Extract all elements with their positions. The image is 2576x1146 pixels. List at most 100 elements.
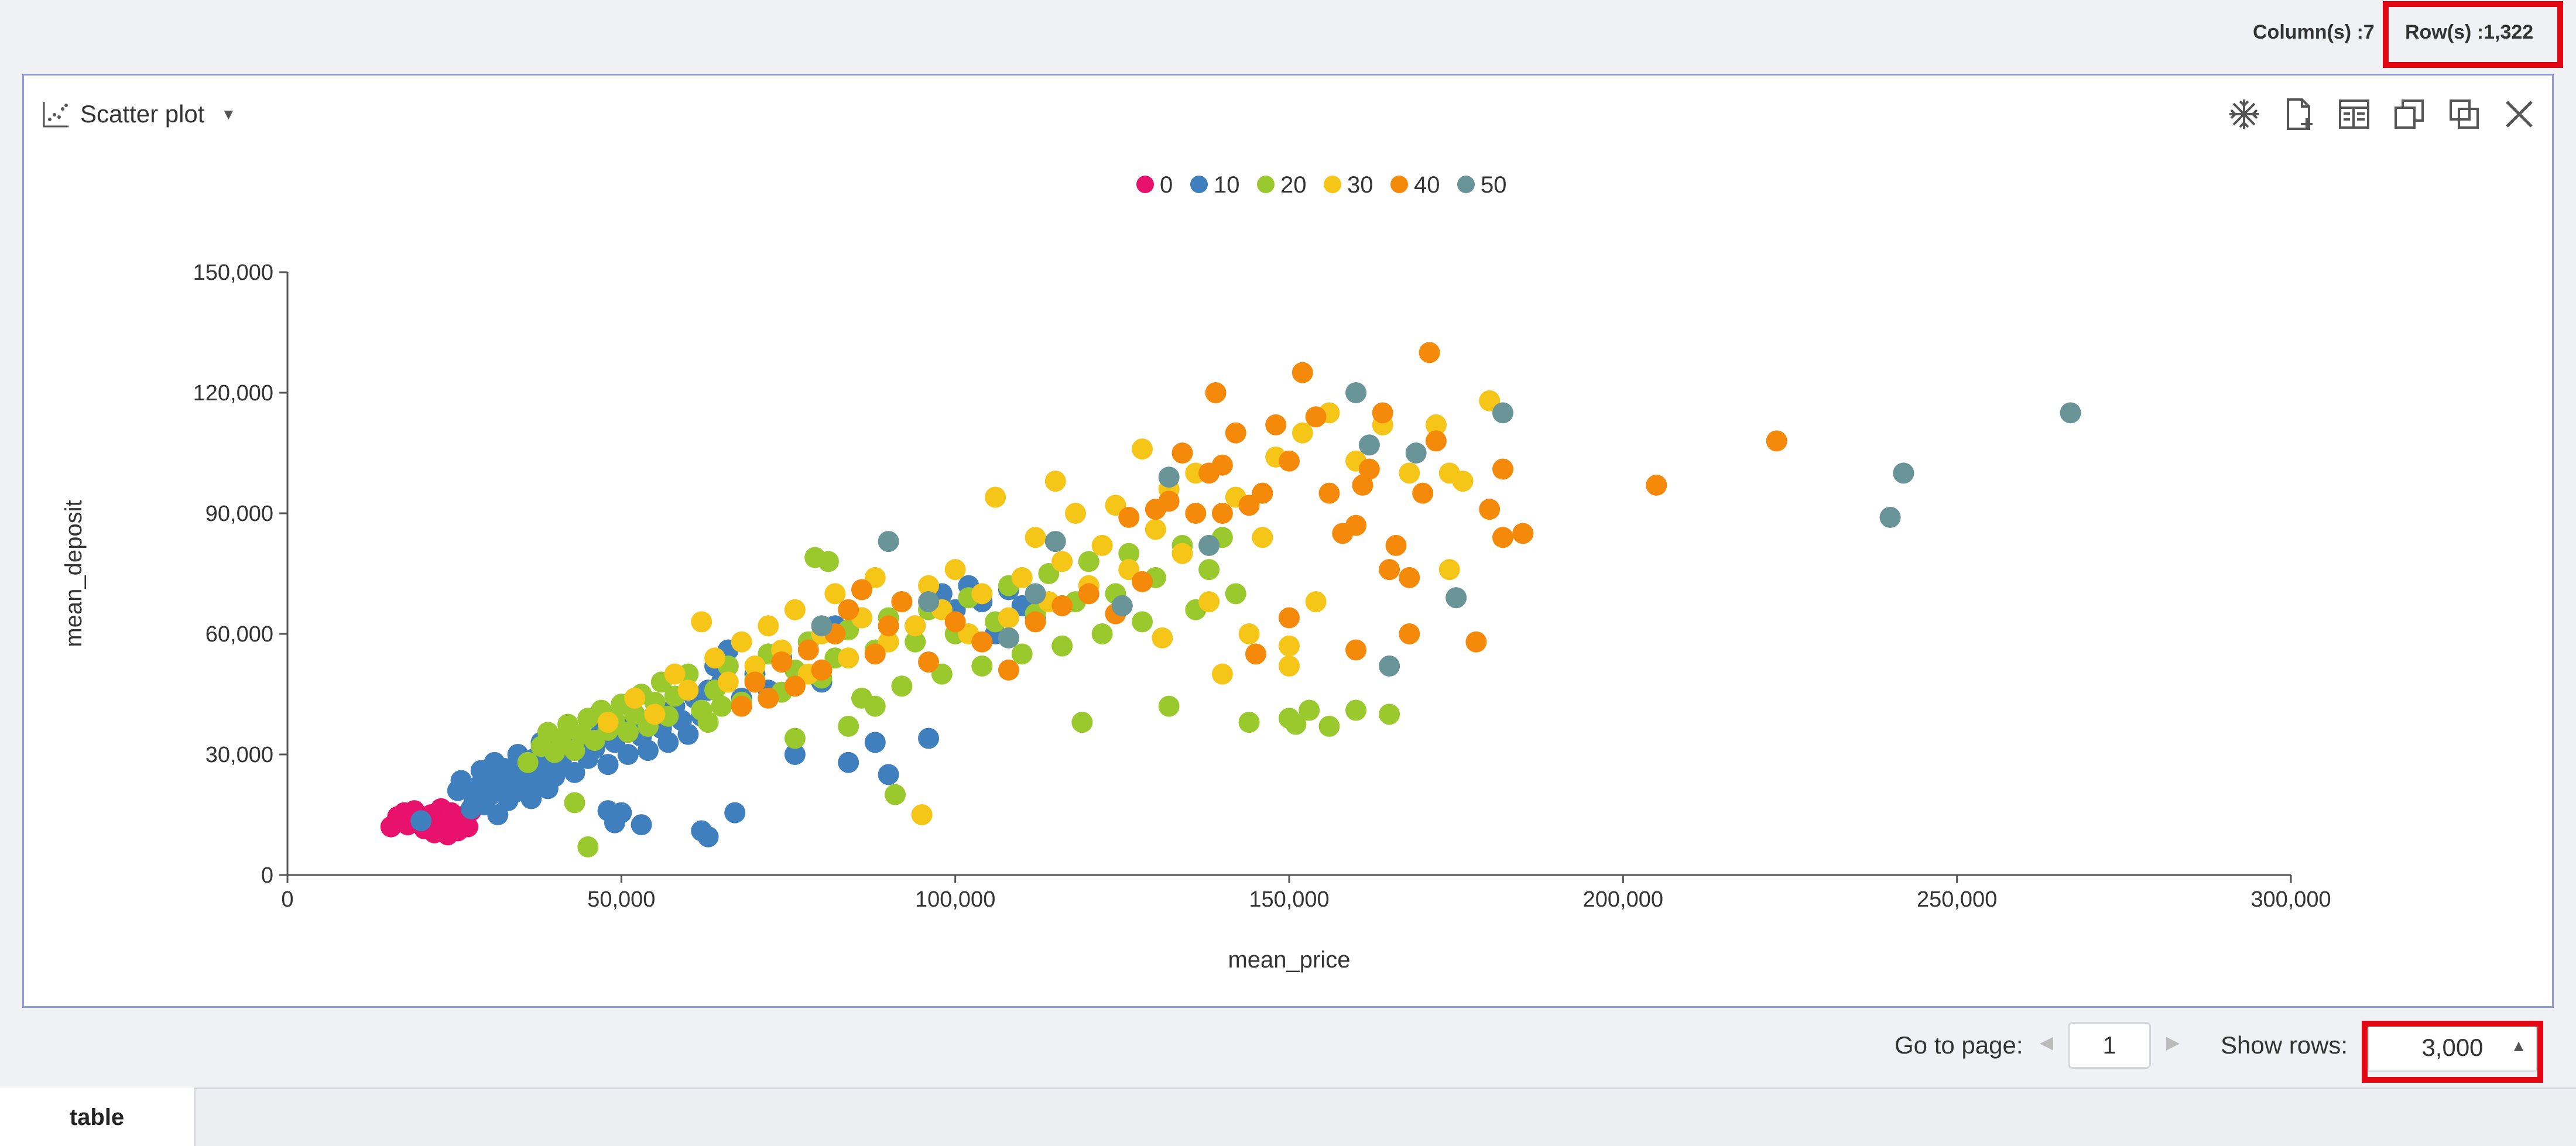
y-tick-label: 30,000 <box>205 743 273 767</box>
data-point-40 <box>918 651 940 673</box>
y-tick-label: 60,000 <box>205 622 273 647</box>
data-point-30 <box>1145 519 1166 540</box>
prev-page-icon[interactable]: ◀ <box>2040 1033 2054 1052</box>
data-point-40 <box>1358 458 1380 480</box>
data-point-40 <box>1132 571 1153 592</box>
chart-panel: Scatter plot ▼ <box>22 74 2554 1008</box>
data-point-50 <box>1158 466 1180 488</box>
x-axis-label: mean_price <box>1228 947 1350 973</box>
legend-marker <box>1257 176 1275 193</box>
data-point-40 <box>1305 406 1327 428</box>
data-point-40 <box>1265 414 1287 435</box>
next-page-icon[interactable]: ▶ <box>2166 1033 2180 1052</box>
data-point-40 <box>758 687 779 709</box>
data-point-20 <box>891 675 913 697</box>
show-rows-label: Show rows: <box>2221 1031 2348 1059</box>
data-point-20 <box>517 752 539 773</box>
data-point-30 <box>911 804 933 825</box>
data-point-20 <box>931 663 953 685</box>
overlap-icon[interactable] <box>2445 95 2483 133</box>
data-point-30 <box>1252 527 1273 548</box>
data-point-40 <box>1025 611 1046 633</box>
show-rows-select[interactable]: 3,000 ▲ <box>2367 1023 2538 1072</box>
data-point-50 <box>1198 534 1220 556</box>
data-point-30 <box>644 704 666 725</box>
data-point-20 <box>817 551 839 572</box>
data-point-40 <box>1051 595 1073 616</box>
data-point-10 <box>677 723 699 745</box>
data-point-40 <box>1345 514 1367 536</box>
data-point-30 <box>1211 663 1233 685</box>
data-point-20 <box>1158 695 1180 717</box>
legend-label: 40 <box>1414 172 1440 198</box>
data-point-40 <box>1399 623 1420 644</box>
data-point-20 <box>971 655 993 677</box>
data-point-40 <box>1238 495 1260 516</box>
data-point-20 <box>1038 563 1060 584</box>
x-tick-label: 50,000 <box>587 887 655 912</box>
data-point-20 <box>1071 712 1093 733</box>
data-point-10 <box>838 752 859 773</box>
y-tick-label: 0 <box>261 863 273 888</box>
data-point-20 <box>905 631 926 653</box>
data-point-30 <box>717 671 739 693</box>
data-point-10 <box>450 770 472 791</box>
legend-label: 50 <box>1481 172 1507 198</box>
data-point-40 <box>1412 482 1434 504</box>
x-tick-label: 300,000 <box>2250 887 2331 912</box>
data-point-20 <box>784 728 806 749</box>
data-point-40 <box>1292 362 1313 383</box>
tab-table[interactable]: table <box>0 1087 196 1146</box>
copy-icon[interactable] <box>2390 95 2428 133</box>
data-point-20 <box>697 712 719 733</box>
data-point-10 <box>724 802 746 824</box>
close-icon[interactable] <box>2500 95 2538 133</box>
data-point-30 <box>691 611 712 633</box>
row-count: Row(s) :1,322 <box>2405 20 2534 43</box>
data-point-40 <box>1479 499 1501 520</box>
data-point-40 <box>1252 482 1273 504</box>
chart-type-label: Scatter plot <box>80 100 205 128</box>
chart-type-dropdown[interactable]: Scatter plot ▼ <box>42 97 236 132</box>
data-point-40 <box>1492 458 1514 480</box>
data-point-50 <box>811 615 833 637</box>
data-point-50 <box>1405 442 1427 464</box>
data-point-40 <box>971 631 993 653</box>
snowflake-icon[interactable] <box>2225 95 2263 133</box>
data-point-50 <box>1345 382 1367 403</box>
data-point-50 <box>998 627 1019 649</box>
x-tick-label: 250,000 <box>1917 887 1997 912</box>
data-point-20 <box>711 695 732 717</box>
data-point-10 <box>611 802 632 824</box>
table-settings-icon[interactable] <box>2335 95 2373 133</box>
data-point-40 <box>1352 474 1373 496</box>
data-point-50 <box>918 591 940 613</box>
data-point-40 <box>1512 523 1534 544</box>
legend-marker <box>1190 176 1208 193</box>
data-point-30 <box>1105 495 1126 516</box>
data-point-30 <box>1452 471 1474 492</box>
data-point-50 <box>1025 583 1046 605</box>
data-point-30 <box>597 712 619 733</box>
data-point-20 <box>1225 583 1246 605</box>
scatter-plot-icon <box>42 98 74 131</box>
data-point-40 <box>838 599 859 620</box>
data-point-30 <box>1292 422 1313 444</box>
column-count: Column(s) :7 <box>2253 20 2375 43</box>
page-number-input[interactable] <box>2068 1022 2151 1069</box>
data-point-30 <box>1152 627 1173 649</box>
legend-marker <box>1390 176 1408 193</box>
data-point-30 <box>824 583 846 605</box>
data-point-40 <box>1185 503 1207 524</box>
data-point-20 <box>1051 635 1073 657</box>
data-point-50 <box>1358 434 1380 456</box>
tab-bar: table <box>0 1087 2576 1146</box>
data-point-40 <box>944 611 966 633</box>
data-point-20 <box>1238 712 1260 733</box>
data-point-30 <box>1425 414 1447 435</box>
new-file-icon[interactable] <box>2280 95 2318 133</box>
data-point-30 <box>905 615 926 637</box>
data-point-20 <box>564 792 585 814</box>
go-to-page-label: Go to page: <box>1895 1031 2023 1059</box>
data-point-30 <box>624 687 646 709</box>
